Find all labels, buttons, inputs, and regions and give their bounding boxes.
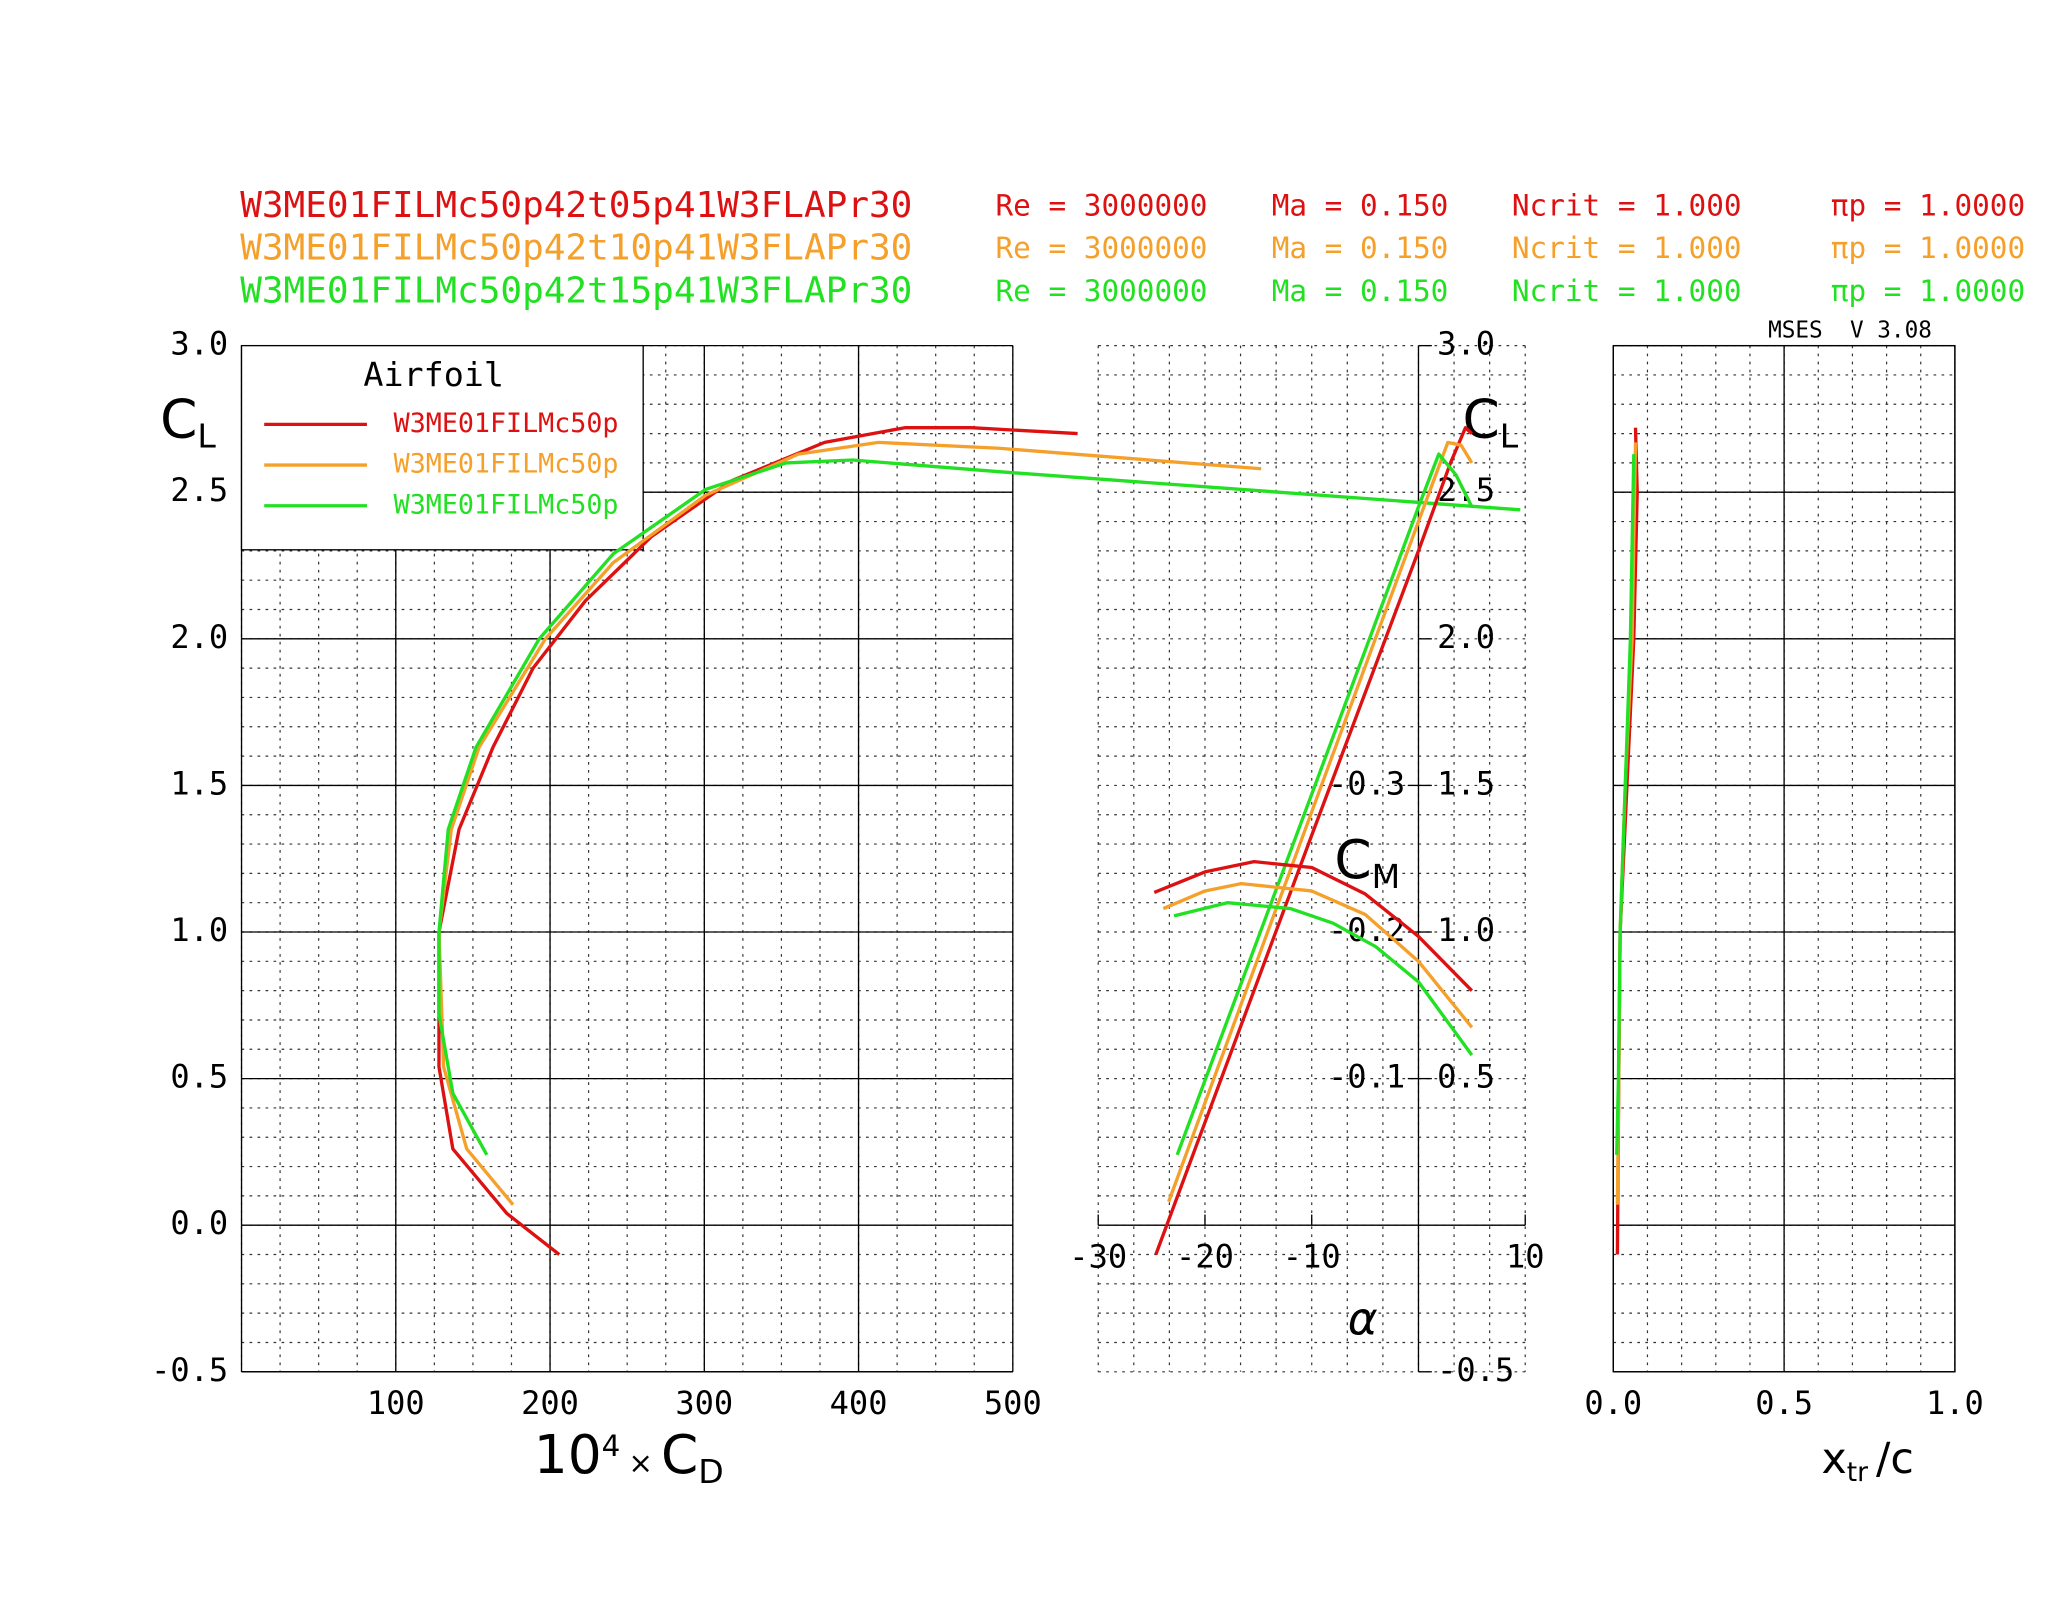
y-axis-label: CM [1334, 828, 1400, 896]
y-tick-label: 0.0 [170, 1204, 228, 1242]
y-tick-label: 2.5 [170, 471, 228, 509]
header-ma: Ma = 0.150 [1272, 274, 1449, 308]
series-line [437, 458, 1521, 1156]
axis-label-part: × [628, 1446, 653, 1480]
x-tick-label: 0.5 [1755, 1384, 1813, 1422]
axis-label-part: 10 [534, 1423, 602, 1486]
x-axis-label: 104× CD [534, 1423, 724, 1491]
header-re: Re = 3000000 [995, 188, 1207, 222]
legend-label: W3ME01FILMc50p [394, 449, 619, 480]
y-axis-label: CL [160, 388, 216, 456]
x-tick-label: 500 [984, 1384, 1042, 1422]
x-tick-label: 200 [521, 1384, 579, 1422]
plot-frame [1612, 344, 1956, 1373]
header-name: W3ME01FILMc50p42t15p41W3FLAPr30 [240, 270, 912, 311]
y-tick-label: 0.5 [170, 1058, 228, 1096]
y-axis-label: CL [1463, 388, 1519, 456]
axis-label-part: C [160, 388, 197, 451]
x-tick-label: -10 [1283, 1238, 1341, 1276]
x-axis-label: xtr/c [1821, 1434, 1913, 1488]
series-line [1162, 881, 1474, 1029]
header-ncrit: Ncrit = 1.000 [1512, 231, 1742, 265]
y-tick-label: -0.5 [1437, 1351, 1514, 1389]
legend-label: W3ME01FILMc50p [394, 408, 619, 439]
y-tick-label: -0.1 [1328, 1058, 1405, 1096]
series-line [1173, 901, 1474, 1057]
y-tick-label: 3.0 [1437, 325, 1495, 363]
series-line [437, 440, 1262, 1206]
y-tick-label: 1.5 [170, 764, 228, 802]
x-tick-label: -30 [1069, 1238, 1127, 1276]
y-tick-label: 3.0 [170, 325, 228, 363]
header-ma: Ma = 0.150 [1272, 231, 1449, 265]
series-line [1167, 440, 1474, 1203]
header-pi: πp = 1.0000 [1831, 188, 2025, 222]
series-line [437, 426, 1078, 1256]
header-ma: Ma = 0.150 [1272, 188, 1449, 222]
y-tick-label: 1.0 [170, 911, 228, 949]
axis-label-part: 4 [602, 1429, 621, 1463]
axis-label-part: M [1372, 857, 1401, 896]
legend-title: Airfoil [363, 355, 504, 394]
axis-label-part: L [197, 417, 216, 456]
x-tick-label: 0.0 [1584, 1384, 1642, 1422]
header-name: W3ME01FILMc50p42t10p41W3FLAPr30 [240, 228, 912, 269]
axis-label-part: x [1821, 1434, 1846, 1484]
x-tick-label: 100 [367, 1384, 425, 1422]
axis-label-part: L [1500, 417, 1519, 456]
header-ncrit: Ncrit = 1.000 [1512, 274, 1742, 308]
axis-label-part: tr [1847, 1457, 1868, 1488]
header-pi: πp = 1.0000 [1831, 231, 2025, 265]
header-name: W3ME01FILMc50p42t05p41W3FLAPr30 [240, 185, 912, 226]
y-tick-label: 1.0 [1437, 911, 1495, 949]
axis-label-part: /c [1876, 1434, 1914, 1484]
x-tick-label: 400 [830, 1384, 888, 1422]
axis-label-part: D [698, 1452, 723, 1491]
x-tick-label: 10 [1506, 1238, 1545, 1276]
legend-box [240, 344, 644, 551]
x-tick-label: 300 [675, 1384, 733, 1422]
series-line [1154, 426, 1473, 1256]
series-line [1175, 452, 1474, 1156]
header-re: Re = 3000000 [995, 274, 1207, 308]
y-tick-label: 1.5 [1437, 764, 1495, 802]
x-tick-label: -20 [1176, 1238, 1234, 1276]
y-tick-label: -0.5 [151, 1351, 228, 1389]
axis-label-part: α [1348, 1292, 1378, 1345]
axis-label-part: C [661, 1423, 698, 1486]
header-re: Re = 3000000 [995, 231, 1207, 265]
x-tick-label: 1.0 [1926, 1384, 1984, 1422]
y-tick-label: 2.0 [170, 618, 228, 656]
header-ncrit: Ncrit = 1.000 [1512, 188, 1742, 222]
axis-label-part: C [1463, 388, 1500, 451]
series-line [1153, 859, 1474, 992]
y-tick-label: 0.5 [1437, 1058, 1495, 1096]
x-axis-label: α [1348, 1292, 1378, 1345]
legend-label: W3ME01FILMc50p [394, 489, 619, 520]
header-pi: πp = 1.0000 [1831, 274, 2025, 308]
series-line [1615, 454, 1636, 1155]
y-tick-label: 2.0 [1437, 618, 1495, 656]
y-tick-label: -0.3 [1328, 764, 1405, 802]
version-label: MSES V 3.08 [1768, 317, 1932, 343]
